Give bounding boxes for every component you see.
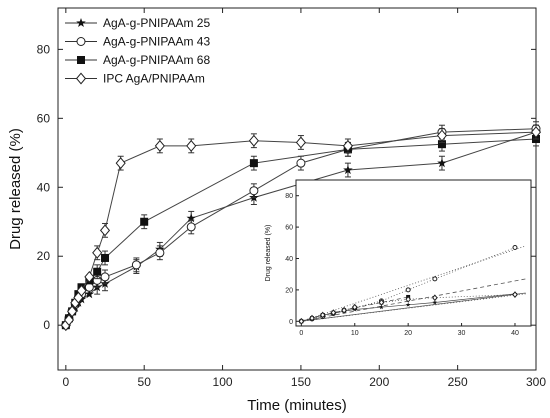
y-tick-label: 20 [37,249,51,263]
y-tick-label: 40 [37,180,51,194]
inset-fit-line [301,245,526,322]
x-tick-label: 50 [138,375,152,389]
data-point [84,282,94,292]
inset-data-point [432,294,438,302]
inset-frame [295,179,532,327]
data-point [93,267,102,276]
data-point [342,139,353,152]
data-point [155,248,165,258]
inset-data-point [405,287,411,293]
data-point [131,260,141,270]
y-axis-title: Drug released (%) [7,128,24,250]
inset-y-tick-label: 20 [285,287,293,294]
inset-data-point [351,303,358,311]
legend-marker [76,37,86,46]
data-point [249,159,258,168]
x-tick-label: 250 [448,375,468,389]
data-point [63,314,75,326]
data-point [436,129,448,142]
inset-x-tick-label: 40 [511,330,519,337]
inset-data-point [432,300,438,305]
inset-data-point [432,276,438,282]
inset-data-point [378,299,385,306]
data-point [76,284,87,297]
data-point [186,139,197,152]
inset-series-line [301,296,409,322]
legend-label: AgA-g-PNIPAAm 25 [103,16,210,30]
inset-fit-line [301,278,526,322]
data-point [249,186,259,196]
inset-y-axis-title: Drug released (%) [265,225,272,282]
x-tick-label: 100 [213,375,233,389]
inset-series-line [301,247,516,322]
inset-data-point [379,304,384,310]
inset-data-point [319,311,326,319]
inset-x-tick-label: 30 [458,330,466,337]
data-point [115,157,126,170]
legend-item-3: AgA-g-PNIPAAm 68 [65,53,210,67]
inset-x-tick-label: 20 [404,330,412,337]
inset-data-point [309,314,315,322]
inset-y-tick-label: 60 [285,225,293,232]
legend: AgA-g-PNIPAAm 25 AgA-g-PNIPAAm 43 AgA-g-PN… [65,16,210,86]
inset-x-tick-label: 0 [299,330,303,337]
data-point [100,272,110,282]
data-point [296,158,306,168]
data-point [67,305,78,318]
legend-marker [76,18,86,27]
inset-data-point [298,317,305,325]
data-point [140,217,149,226]
inset-y-tick-label: 80 [285,193,293,200]
inset-data-point [330,309,337,317]
x-tick-label: 300 [526,375,546,389]
data-point [437,140,446,149]
legend-item-1: AgA-g-PNIPAAm 25 [65,16,210,30]
data-point [248,134,259,147]
x-axis-title: Time (minutes) [247,397,346,414]
legend-label: AgA-g-PNIPAAm 43 [103,35,210,49]
data-point [530,126,542,139]
inset-y-tick-label: 0 [289,319,293,326]
data-point [295,136,306,149]
inset-fit-line [301,292,526,322]
x-tick-label: 200 [369,375,389,389]
data-point [99,224,111,237]
plot-frame [57,7,537,371]
y-tick-label: 60 [37,111,51,125]
inset-data-point [512,291,518,298]
data-point [186,213,196,223]
data-point [343,165,353,175]
inset-data-point [341,306,347,314]
y-tick-label: 0 [43,318,50,332]
y-tick-label: 80 [37,42,51,56]
legend-marker [75,72,87,85]
series-4 [60,124,542,332]
legend-marker [77,56,85,64]
data-point [84,289,95,299]
data-point [84,270,95,283]
legend-label: AgA-g-PNIPAAm 68 [103,53,210,67]
inset-data-point [405,295,412,303]
x-tick-label: 0 [62,375,69,389]
inset-y-tick-label: 40 [285,256,293,263]
data-point [92,246,103,259]
data-point [437,158,447,168]
data-point [186,222,196,232]
x-tick-label: 150 [291,375,311,389]
data-point [154,139,165,152]
data-point [101,253,110,262]
inset-x-tick-label: 10 [351,330,359,337]
inset-series-4 [298,291,518,325]
inset-data-point [405,302,411,307]
inset-data-point [512,245,518,251]
legend-item-2: AgA-g-PNIPAAm 43 [65,35,210,49]
inset-plot-area: 0 10 20 30 40 0 20 40 60 80 Drug released (%) [265,179,532,337]
legend-label: IPC AgA/PNIPAAm [103,72,205,86]
legend-item-4: IPC AgA/PNIPAAm [65,72,205,86]
